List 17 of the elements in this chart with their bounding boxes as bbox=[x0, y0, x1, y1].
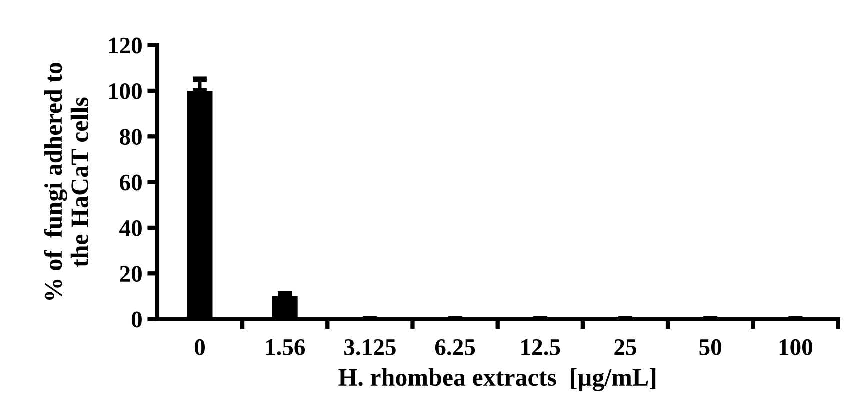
y-tick-label: 120 bbox=[109, 38, 142, 54]
y-tick-label: 20 bbox=[120, 266, 142, 282]
x-tick-label: 6.25 bbox=[435, 339, 476, 356]
y-axis-title: % of fungi adhered to the HaCaT cells bbox=[44, 62, 88, 300]
x-tick-label: 1.56 bbox=[266, 339, 306, 356]
x-tick-label: 0 bbox=[194, 339, 205, 356]
y-tick-label: 40 bbox=[120, 220, 142, 236]
x-tick-label: 12.5 bbox=[522, 339, 560, 356]
x-axis-title: H. rhombea extracts [µg/mL] bbox=[338, 368, 656, 392]
y-tick-label: 0 bbox=[132, 312, 142, 328]
x-tick-label: 100 bbox=[780, 339, 812, 356]
x-tick-label: 50 bbox=[700, 339, 722, 356]
y-tick-label: 80 bbox=[120, 129, 142, 146]
x-tick-label: 25 bbox=[614, 339, 636, 356]
y-tick-label: 100 bbox=[109, 83, 142, 100]
x-tick-label: 3.125 bbox=[344, 339, 396, 356]
y-tick-label: 60 bbox=[120, 174, 142, 191]
